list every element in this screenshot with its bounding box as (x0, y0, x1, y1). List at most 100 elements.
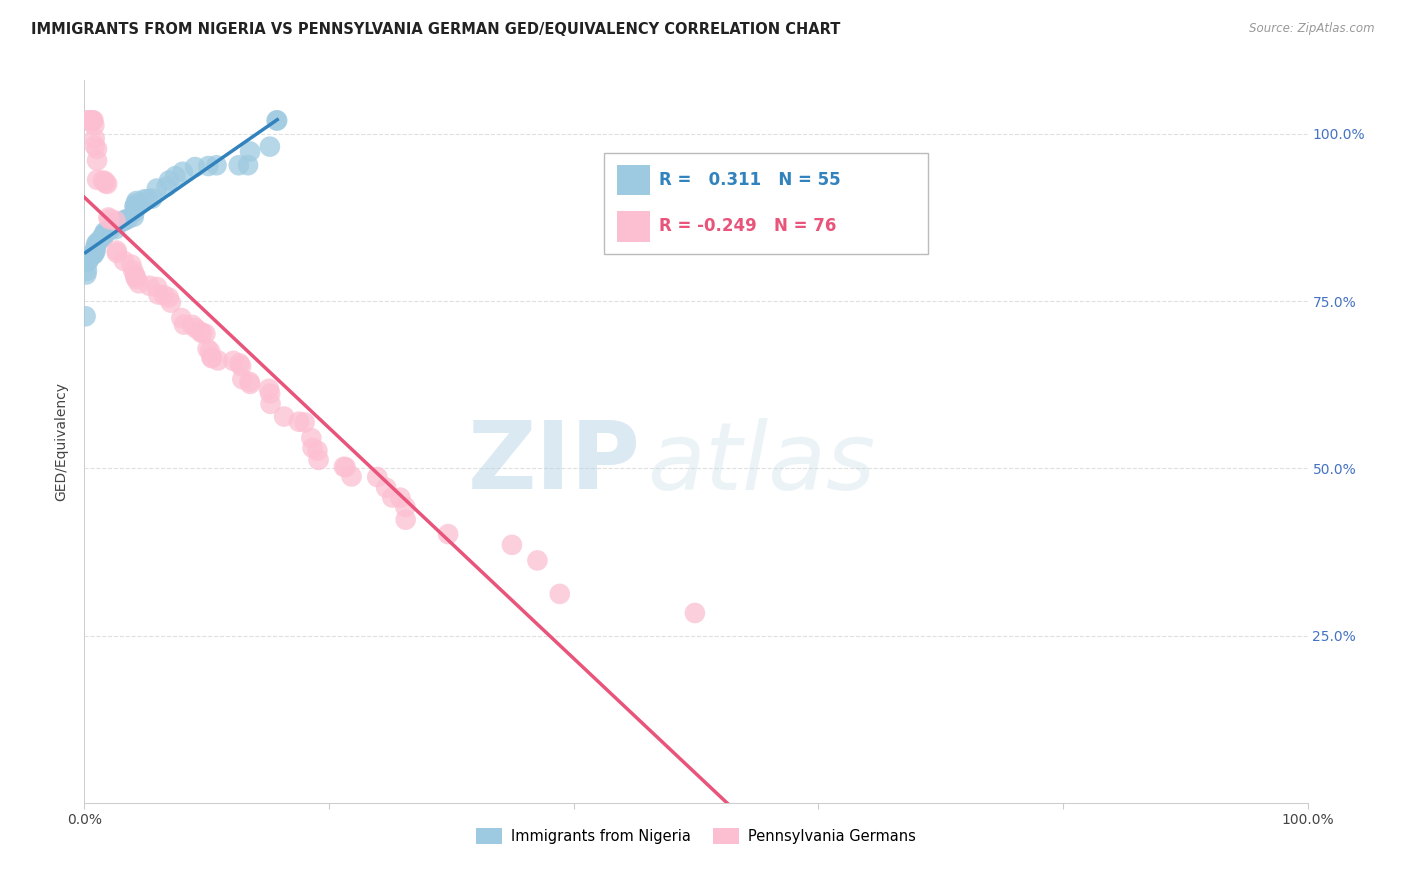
Text: ZIP: ZIP (468, 417, 641, 509)
Point (124, 268, 146, 283)
Point (128, 277, 150, 291)
Point (138, 278, 160, 293)
Point (120, 258, 142, 272)
Point (77, 113, 100, 128)
Point (172, 165, 194, 179)
Point (394, 500, 416, 514)
Point (389, 491, 412, 505)
Point (114, 212, 136, 227)
Point (141, 192, 163, 206)
Point (124, 199, 146, 213)
Point (75, 310, 97, 324)
Point (333, 459, 356, 474)
Point (340, 469, 363, 483)
Point (299, 431, 322, 445)
Point (80, 113, 103, 128)
Point (148, 287, 170, 301)
Point (82, 247, 104, 261)
Point (191, 326, 214, 341)
Point (79, 113, 101, 128)
Point (112, 253, 135, 268)
Point (159, 295, 181, 310)
Point (146, 181, 169, 195)
Point (228, 158, 250, 172)
Point (335, 460, 357, 475)
Point (157, 173, 180, 187)
Point (201, 351, 224, 366)
Point (266, 113, 288, 128)
Point (294, 416, 316, 430)
Point (82, 113, 104, 128)
Point (165, 169, 187, 183)
Point (112, 213, 135, 227)
Point (104, 213, 127, 227)
Point (259, 139, 281, 153)
Point (82, 113, 104, 128)
Point (194, 326, 217, 341)
Point (98, 223, 121, 237)
Point (231, 372, 253, 386)
Point (288, 415, 311, 429)
Point (188, 325, 211, 339)
Point (79, 249, 101, 263)
Point (94, 174, 117, 188)
Point (83, 119, 105, 133)
Point (86, 235, 108, 250)
Point (122, 263, 145, 277)
Point (84, 239, 107, 253)
Point (548, 587, 571, 601)
Point (90, 232, 112, 246)
Point (86, 142, 108, 156)
Text: atlas: atlas (647, 417, 876, 508)
Point (124, 205, 146, 219)
Point (266, 113, 288, 128)
Point (170, 311, 193, 326)
Point (124, 269, 146, 284)
Point (259, 397, 281, 411)
Point (257, 382, 280, 396)
Point (91, 230, 114, 244)
Point (105, 244, 128, 258)
Point (366, 470, 388, 484)
Point (222, 354, 245, 368)
Point (91, 173, 114, 187)
Point (301, 441, 323, 455)
Point (76, 255, 98, 269)
Point (98, 212, 121, 227)
Point (239, 376, 262, 391)
Point (236, 158, 259, 172)
Point (205, 158, 228, 172)
Point (94, 176, 117, 190)
Point (181, 318, 204, 332)
Point (381, 491, 404, 505)
Point (86, 173, 108, 187)
Point (308, 453, 330, 467)
Legend: Immigrants from Nigeria, Pennsylvania Germans: Immigrants from Nigeria, Pennsylvania Ge… (471, 822, 921, 850)
Point (125, 194, 148, 208)
Point (86, 236, 108, 251)
Point (155, 179, 177, 194)
Point (111, 214, 134, 228)
Point (157, 291, 180, 305)
Point (207, 353, 229, 368)
Point (86, 153, 108, 168)
Point (198, 344, 221, 359)
Point (114, 213, 136, 227)
Point (184, 321, 207, 335)
Point (76, 264, 98, 278)
Point (228, 356, 250, 370)
Point (105, 246, 128, 260)
Point (375, 481, 398, 495)
Point (124, 199, 146, 213)
Point (107, 217, 129, 231)
Point (93, 228, 115, 243)
Point (83, 244, 105, 259)
Point (683, 606, 706, 620)
Point (97, 211, 120, 225)
Point (173, 318, 195, 332)
Point (125, 272, 148, 286)
Point (83, 246, 105, 260)
Point (239, 145, 262, 159)
Point (197, 159, 219, 173)
Point (395, 513, 418, 527)
